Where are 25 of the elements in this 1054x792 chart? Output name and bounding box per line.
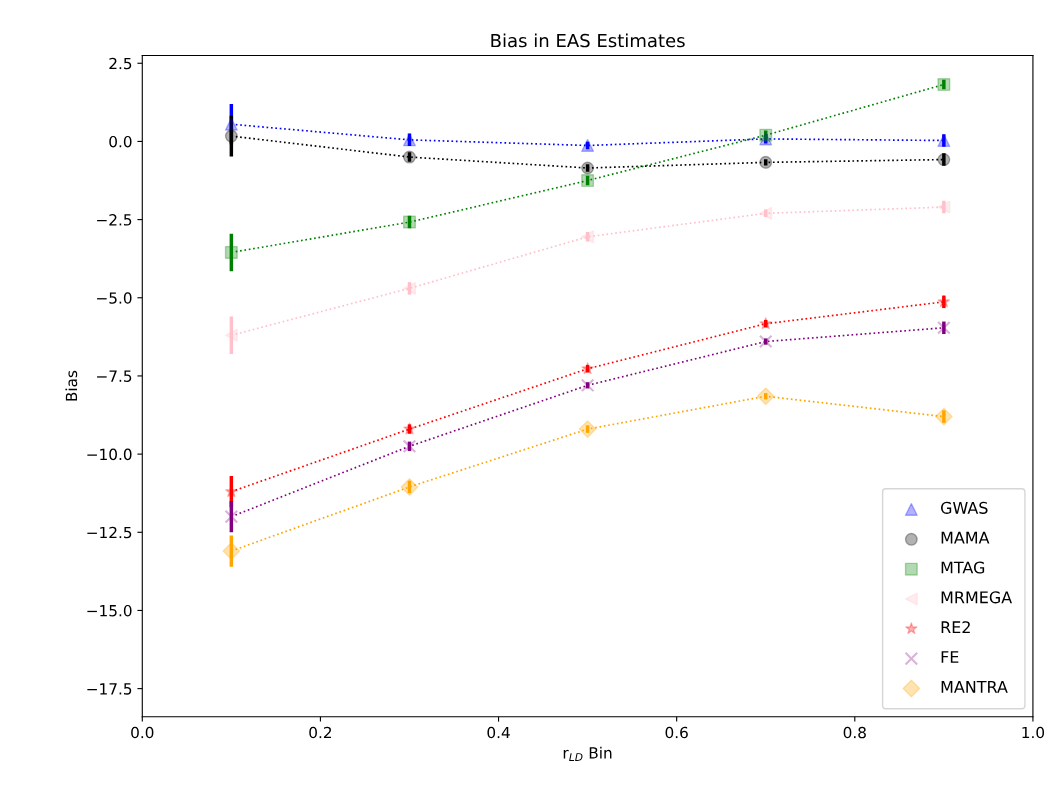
legend-label: RE2 (941, 621, 970, 634)
y-tick-label: 2.5 (109, 57, 132, 70)
x-tick-label: 1.0 (1022, 726, 1045, 739)
y-tick-label: −17.5 (87, 683, 132, 695)
legend-label: GWAS (941, 501, 988, 514)
x-tick-label: 0.2 (309, 726, 332, 739)
y-tick-label: −5.0 (97, 292, 132, 304)
y-axis-title: Bias (65, 370, 78, 401)
x-axis-title: r$_{LD}$ Bin (563, 746, 612, 761)
legend-label: MAMA (941, 531, 990, 544)
y-tick-label: −12.5 (87, 526, 132, 539)
legend-label: MANTRA (941, 681, 1008, 693)
y-tick-label: −7.5 (97, 370, 132, 382)
y-tick-label: 0.0 (109, 135, 132, 148)
x-tick-label: 0.6 (665, 726, 688, 739)
x-tick-label: 0.0 (131, 726, 154, 739)
y-tick-label: −15.0 (87, 604, 132, 617)
legend-label: MRMEGA (941, 591, 1013, 604)
x-tick-label: 0.8 (843, 726, 866, 739)
legend-label: MTAG (941, 561, 985, 574)
y-tick-label: −10.0 (87, 448, 132, 461)
y-tick-label: −2.5 (97, 214, 132, 226)
x-tick-label: 0.4 (487, 726, 510, 739)
chart-title: Bias in EAS Estimates (491, 33, 685, 48)
legend-label: FE (941, 651, 959, 663)
